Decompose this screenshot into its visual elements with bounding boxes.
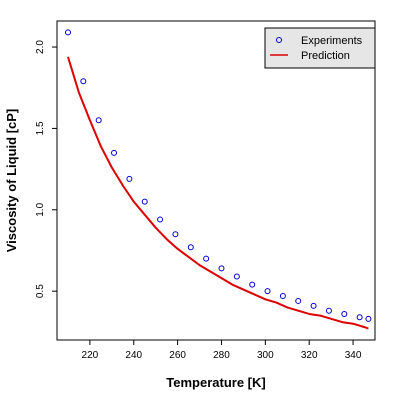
experiment-point: [295, 297, 302, 304]
experiment-point: [310, 302, 317, 309]
x-tick-label: 300: [257, 350, 274, 361]
experiment-point: [341, 310, 348, 317]
legend: Experiments Prediction: [264, 27, 376, 69]
experiment-point: [126, 175, 133, 182]
y-tick-label: 1.0: [35, 202, 46, 216]
legend-marker-experiments: [276, 37, 282, 43]
experiment-point: [111, 149, 118, 156]
x-tick-label: 240: [125, 350, 142, 361]
experiment-point: [80, 78, 87, 85]
experiment-point: [356, 314, 363, 321]
experiment-point: [95, 117, 102, 124]
x-axis: 220 240 260 280 300 320 340: [82, 340, 362, 361]
experiment-point: [203, 255, 210, 262]
y-tick-label: 0.5: [35, 284, 46, 298]
legend-label: Prediction: [301, 50, 350, 62]
experiment-point: [141, 198, 148, 205]
legend-box: [264, 27, 376, 69]
x-tick-label: 320: [301, 350, 318, 361]
y-tick-label: 2.0: [35, 40, 46, 54]
y-tick-label: 1.5: [35, 121, 46, 135]
experiment-point: [279, 293, 286, 300]
experiment-point: [64, 29, 71, 36]
experiment-point: [249, 281, 256, 288]
x-tick-label: 260: [169, 350, 186, 361]
series-layer: [64, 29, 372, 330]
prediction-line: [67, 56, 369, 330]
y-axis-title: Viscosity of Liquid [cP]: [4, 109, 19, 253]
experiment-point: [325, 307, 332, 314]
experiment-point: [233, 273, 240, 280]
experiment-point: [264, 288, 271, 295]
x-tick-label: 280: [213, 350, 230, 361]
plot-border: [56, 20, 376, 341]
x-tick-label: 220: [82, 350, 99, 361]
experiment-point: [157, 216, 164, 223]
experiment-point: [172, 231, 179, 238]
x-axis-title: Temperature [K]: [166, 375, 265, 390]
x-tick-label: 340: [345, 350, 362, 361]
y-axis: 0.5 1.0 1.5 2.0: [35, 40, 57, 298]
experiment-point: [187, 244, 194, 251]
experiment-point: [365, 315, 372, 322]
experiment-point: [218, 265, 225, 272]
legend-label: Experiments: [301, 35, 363, 47]
plot-frame: [56, 20, 376, 341]
